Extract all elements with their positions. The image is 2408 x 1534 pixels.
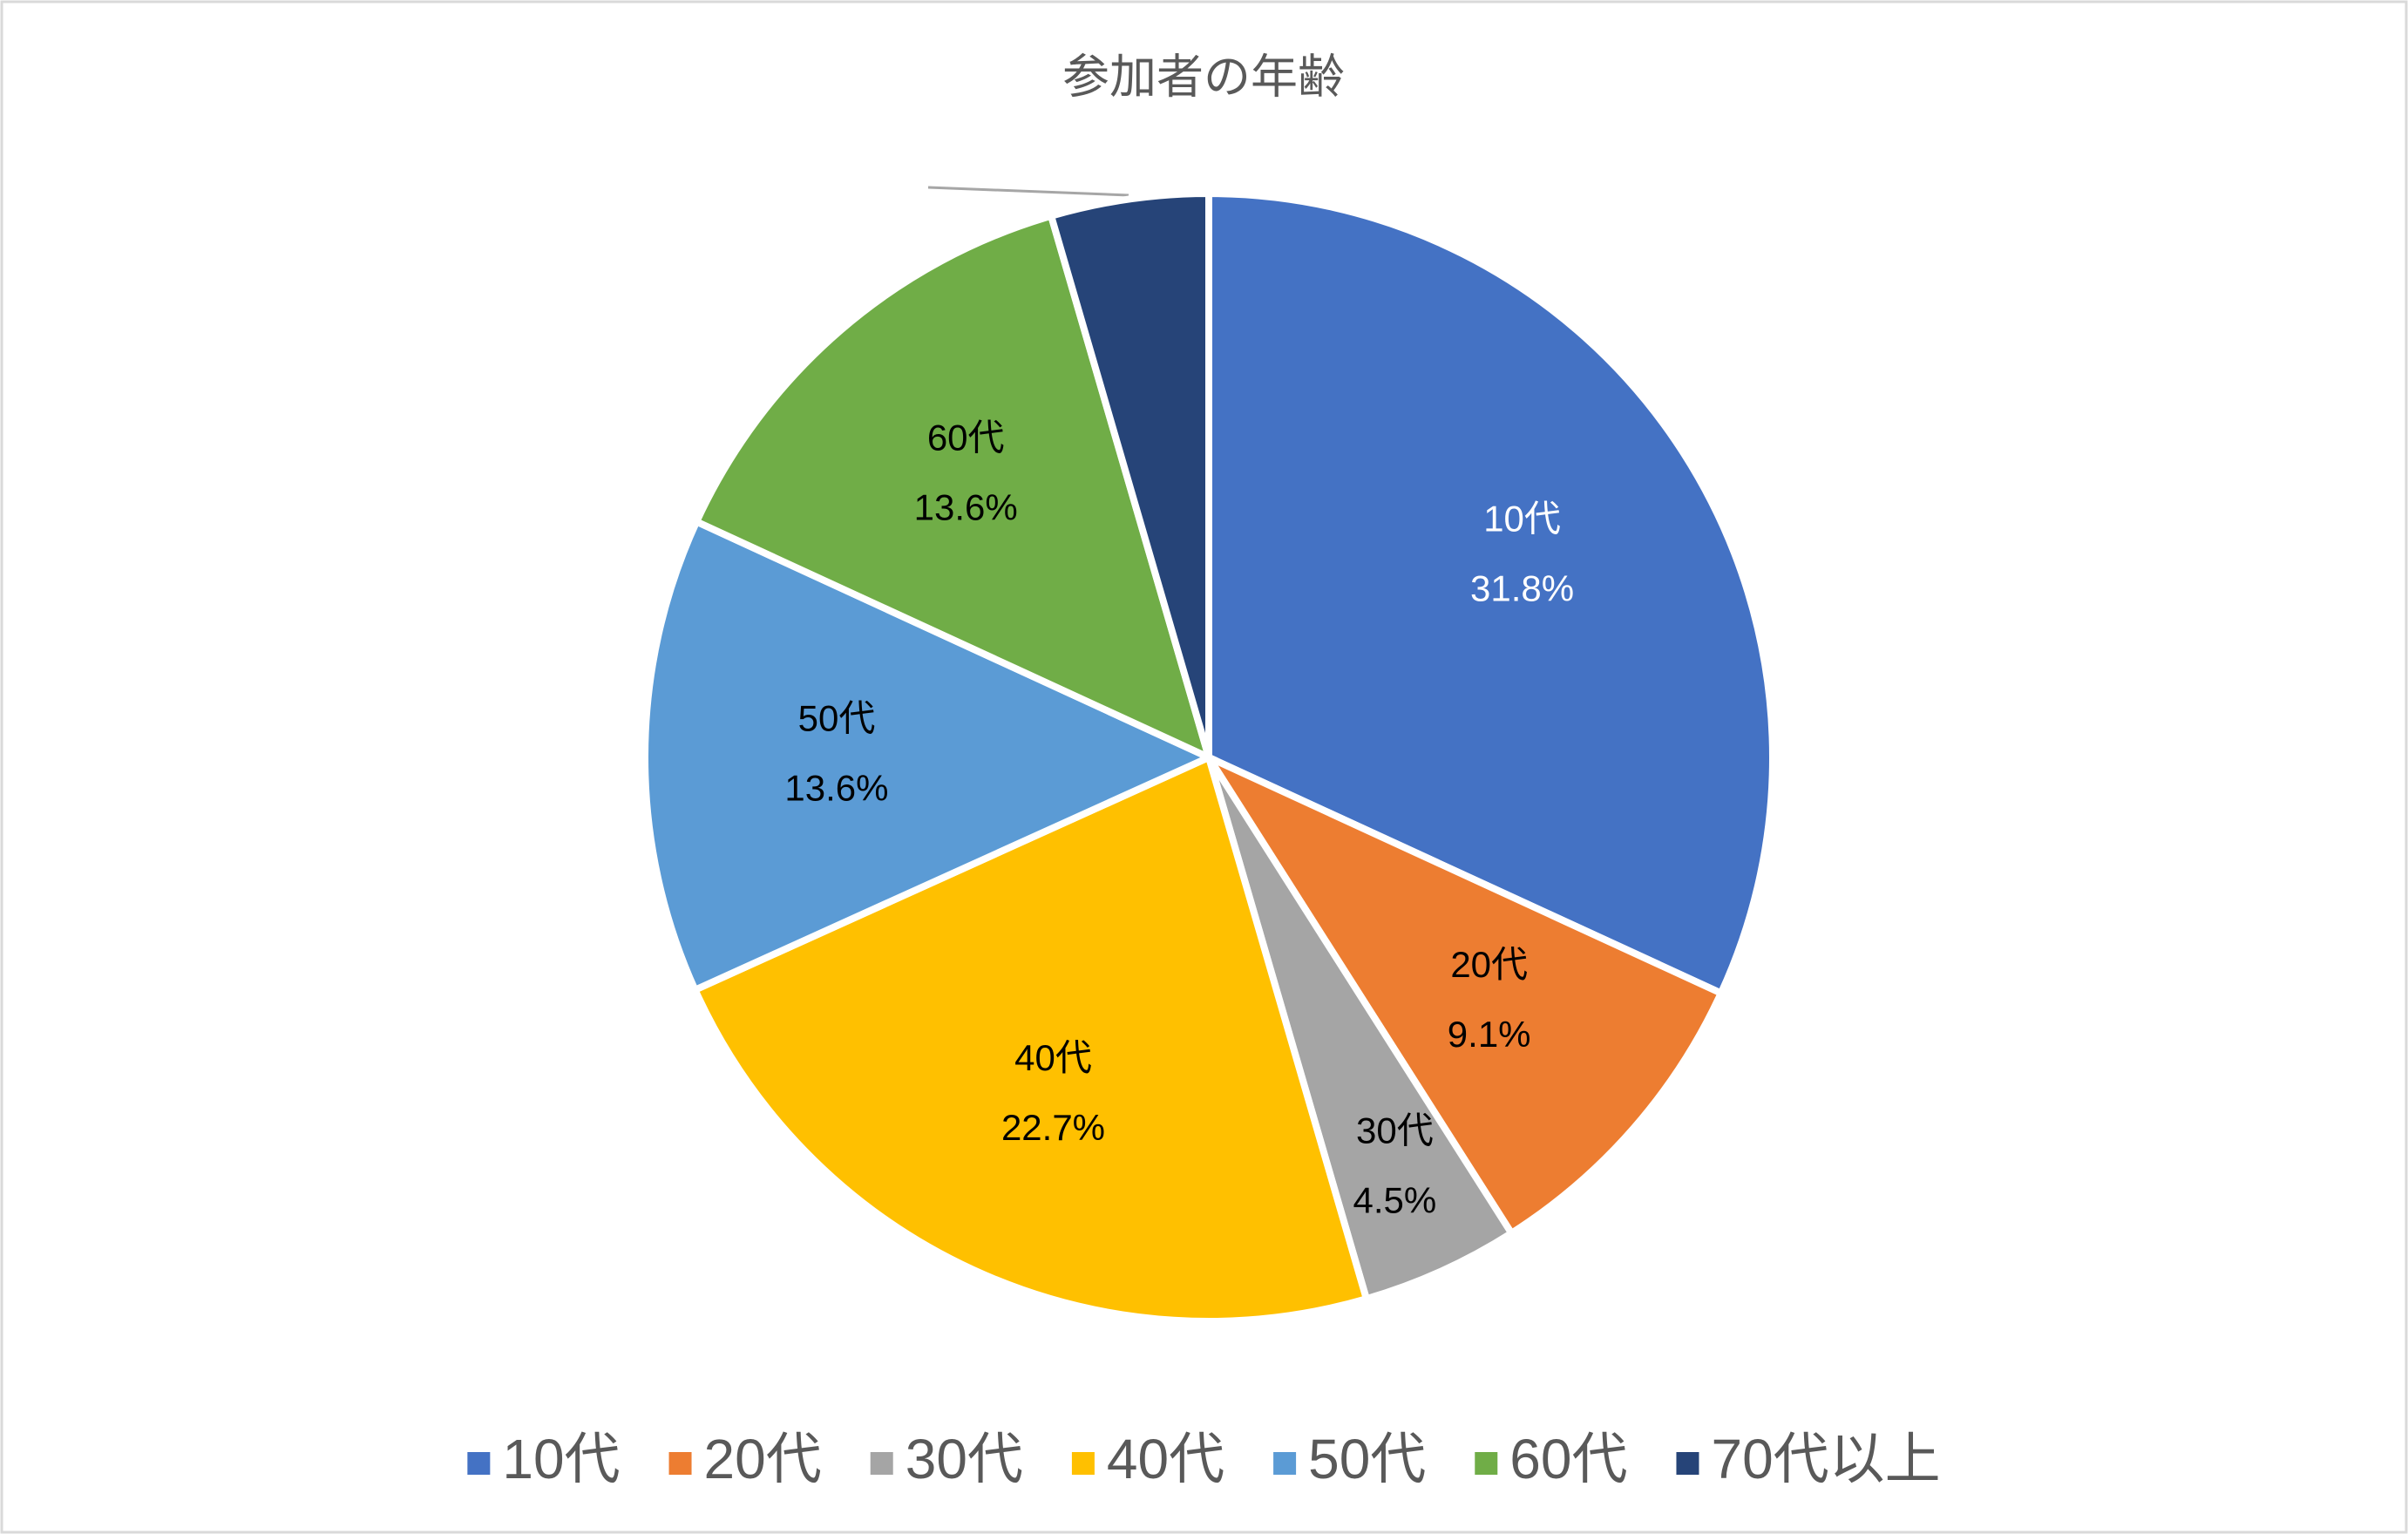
pie-slice (641, 517, 1218, 995)
chart-title: 参加者の年齢 (1062, 51, 1345, 103)
legend-label: 10代 (502, 1428, 620, 1490)
data-label-value: 13.6% (784, 768, 888, 809)
legend-swatch (1676, 1452, 1699, 1475)
data-label-category: 20代 (1450, 944, 1528, 985)
legend-label: 50代 (1308, 1428, 1426, 1490)
legend-label: 60代 (1509, 1428, 1627, 1490)
data-label-value: 31.8% (1470, 568, 1574, 609)
legend-label: 20代 (704, 1428, 822, 1490)
data-label-category: 40代 (1014, 1037, 1092, 1078)
data-label-category: 60代 (927, 417, 1005, 458)
legend-swatch (1071, 1452, 1095, 1475)
legend-swatch (870, 1452, 893, 1475)
data-label-category: 10代 (1483, 499, 1561, 540)
pie-slice (1205, 189, 1776, 998)
pie-slice (690, 752, 1371, 1325)
legend-label: 70代以上 (1711, 1428, 1940, 1490)
data-label-value: 9.1% (1448, 1014, 1531, 1055)
legend-label: 40代 (1107, 1428, 1224, 1490)
pie-slice (1047, 189, 1212, 759)
legend-label: 30代 (906, 1428, 1023, 1490)
data-label-category: 30代 (1356, 1110, 1434, 1151)
pie-slice (691, 211, 1215, 764)
data-label-category: 50代 (798, 698, 876, 739)
data-label-value: 22.7% (1001, 1107, 1105, 1148)
legend-swatch (467, 1452, 491, 1475)
legend-swatch (1475, 1452, 1498, 1475)
leader-line (927, 186, 1129, 197)
data-label-value: 4.5% (1353, 1180, 1437, 1221)
data-label-value: 13.6% (914, 487, 1018, 528)
pie-slice (1199, 749, 1726, 1239)
legend-swatch (1273, 1452, 1297, 1475)
legend-swatch (668, 1452, 692, 1475)
